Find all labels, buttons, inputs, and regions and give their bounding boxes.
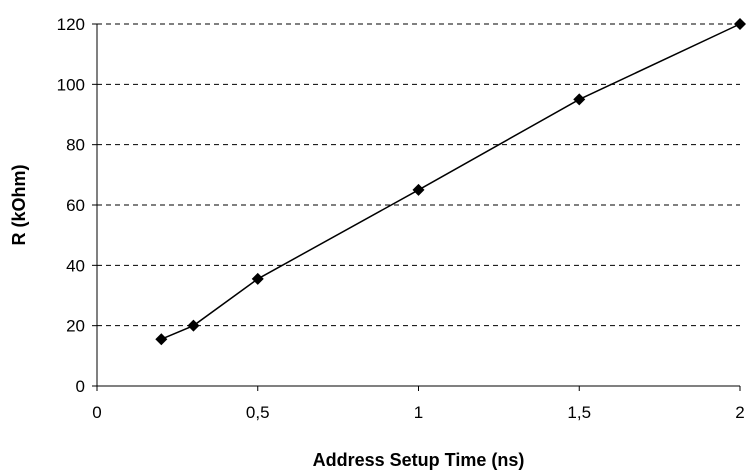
x-tick-label: 2 [735,403,744,422]
series-line [161,23,741,340]
y-tick-label: 60 [66,196,85,215]
axes [96,24,740,387]
x-axis-title: Address Setup Time (ns) [313,450,525,470]
y-tick-label: 80 [66,136,85,155]
series [155,18,746,346]
y-tick-label: 40 [66,256,85,275]
y-axis-title: R (kOhm) [9,164,29,245]
x-tick-label: 1 [414,403,423,422]
grid [97,23,740,327]
data-point [251,272,264,285]
x-tick-label: 0 [92,403,101,422]
ticks: 0 20 40 60 80 100 120 0 0,5 1 1,5 2 [57,15,745,422]
x-tick-label: 1,5 [567,403,591,422]
data-point [412,183,425,196]
y-tick-label: 0 [76,377,85,396]
y-tick-label: 100 [57,75,85,94]
y-tick-label: 20 [66,317,85,336]
y-tick-label: 120 [57,15,85,34]
x-tick-label: 0,5 [246,403,270,422]
data-point [573,93,586,106]
data-point [734,18,746,30]
data-point [155,333,168,346]
data-point [187,319,200,332]
